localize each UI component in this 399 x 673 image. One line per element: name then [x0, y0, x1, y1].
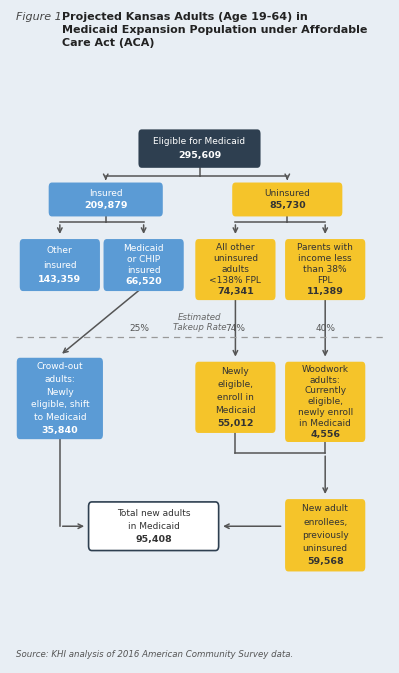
Text: Eligible for Medicaid: Eligible for Medicaid [154, 137, 245, 146]
Text: New adult: New adult [302, 504, 348, 513]
FancyBboxPatch shape [285, 239, 365, 300]
Text: in Medicaid: in Medicaid [128, 522, 180, 531]
Text: adults:: adults: [310, 376, 341, 384]
Text: Woodwork: Woodwork [302, 365, 349, 374]
Text: 4,556: 4,556 [310, 430, 340, 439]
Text: Projected Kansas Adults (Age 19-64) in
Medicaid Expansion Population under Affor: Projected Kansas Adults (Age 19-64) in M… [62, 12, 367, 48]
FancyBboxPatch shape [195, 239, 275, 300]
Text: Medicaid: Medicaid [123, 244, 164, 253]
Text: eligible, shift: eligible, shift [31, 400, 89, 409]
FancyBboxPatch shape [195, 361, 275, 433]
Text: <138% FPL: <138% FPL [209, 276, 261, 285]
Text: 295,609: 295,609 [178, 151, 221, 160]
Text: 25%: 25% [130, 324, 150, 333]
Text: Other: Other [47, 246, 73, 256]
Text: uninsured: uninsured [213, 254, 258, 263]
Text: 209,879: 209,879 [84, 201, 128, 210]
Text: Total new adults: Total new adults [117, 509, 190, 518]
Text: Parents with: Parents with [297, 244, 353, 252]
Text: previously: previously [302, 531, 349, 540]
FancyBboxPatch shape [49, 182, 163, 217]
FancyBboxPatch shape [89, 502, 219, 551]
Text: in Medicaid: in Medicaid [299, 419, 351, 428]
Text: Newly: Newly [221, 367, 249, 376]
FancyBboxPatch shape [17, 358, 103, 439]
Text: Figure 1.: Figure 1. [16, 12, 65, 22]
Text: 74%: 74% [225, 324, 245, 333]
Text: 85,730: 85,730 [269, 201, 306, 210]
Text: income less: income less [298, 254, 352, 263]
Text: Uninsured: Uninsured [265, 189, 310, 199]
FancyBboxPatch shape [285, 361, 365, 442]
Text: FPL: FPL [318, 276, 333, 285]
Text: to Medicaid: to Medicaid [34, 413, 86, 422]
Text: All other: All other [216, 244, 255, 252]
Text: uninsured: uninsured [302, 544, 348, 553]
FancyBboxPatch shape [232, 182, 342, 217]
Text: Source: KHI analysis of 2016 American Community Survey data.: Source: KHI analysis of 2016 American Co… [16, 650, 293, 660]
FancyBboxPatch shape [103, 239, 184, 291]
Text: 55,012: 55,012 [217, 419, 254, 428]
Text: than 38%: than 38% [303, 265, 347, 274]
Text: insured: insured [43, 260, 77, 270]
Text: Insured: Insured [89, 189, 122, 199]
Text: Currently: Currently [304, 386, 346, 396]
Text: 40%: 40% [315, 324, 335, 333]
Text: enroll in: enroll in [217, 393, 254, 402]
Text: 95,408: 95,408 [135, 535, 172, 544]
Text: Newly: Newly [46, 388, 74, 396]
Text: Medicaid: Medicaid [215, 406, 256, 415]
Text: insured: insured [127, 266, 160, 275]
Text: newly enroll: newly enroll [298, 409, 353, 417]
Text: Crowd-out: Crowd-out [37, 362, 83, 371]
Text: 59,568: 59,568 [307, 557, 344, 566]
Text: adults: adults [221, 265, 249, 274]
FancyBboxPatch shape [285, 499, 365, 571]
Text: 66,520: 66,520 [125, 277, 162, 286]
Text: or CHIP: or CHIP [127, 255, 160, 264]
Text: 11,389: 11,389 [307, 287, 344, 296]
Text: adults:: adults: [44, 375, 75, 384]
Text: 143,359: 143,359 [38, 275, 81, 284]
Text: Estimated
Takeup Rate: Estimated Takeup Rate [173, 313, 226, 332]
Text: 35,840: 35,840 [41, 426, 78, 435]
Text: 74,341: 74,341 [217, 287, 254, 296]
Text: eligible,: eligible, [217, 380, 253, 389]
Text: eligible,: eligible, [307, 397, 343, 406]
Text: enrollees,: enrollees, [303, 518, 347, 526]
FancyBboxPatch shape [138, 129, 261, 168]
FancyBboxPatch shape [20, 239, 100, 291]
